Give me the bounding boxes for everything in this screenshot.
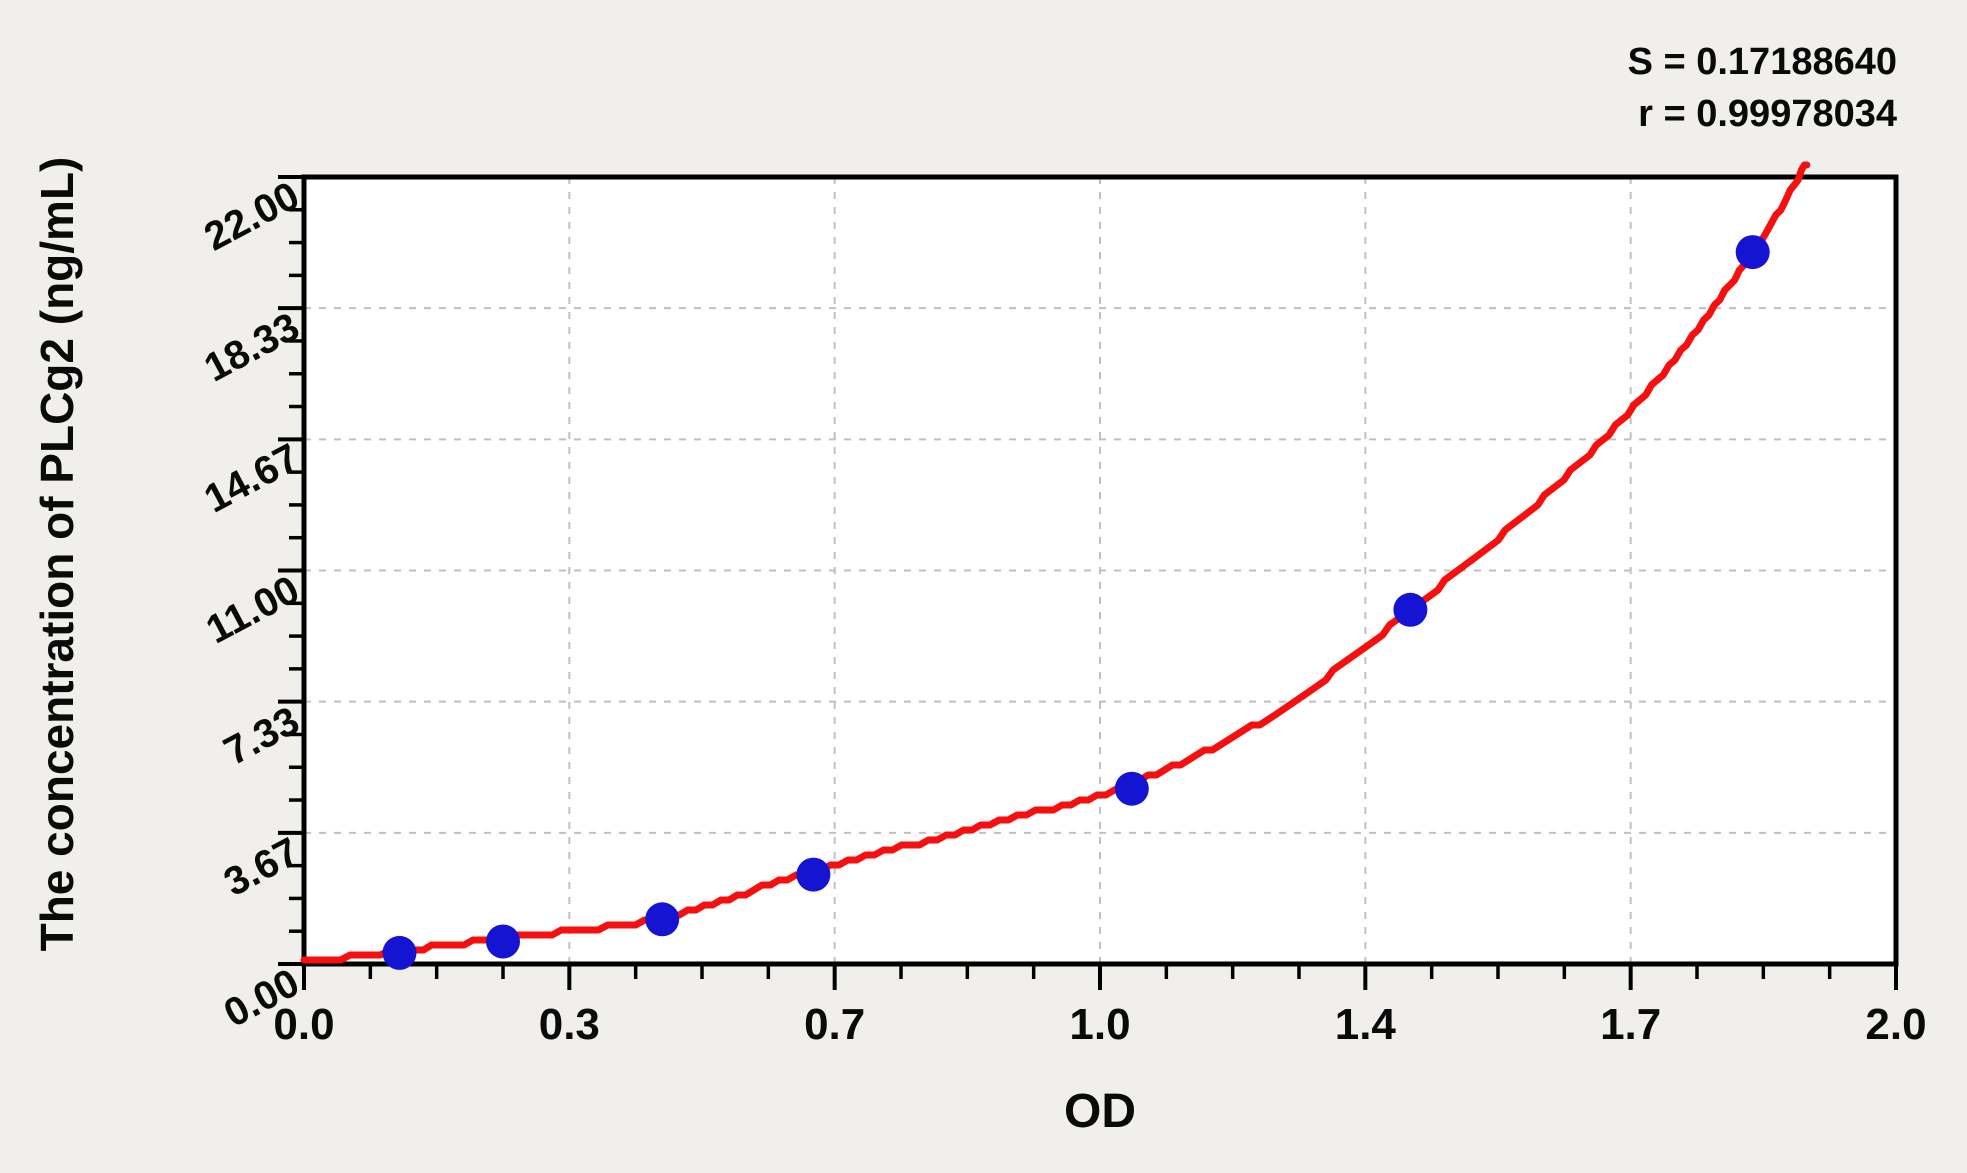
- data-point: [1735, 235, 1770, 270]
- data-point: [382, 935, 417, 970]
- data-point: [796, 857, 831, 892]
- data-point: [486, 924, 520, 959]
- x-tick-label: 0.3: [538, 1000, 600, 1049]
- y-axis-title: The concentration of PLCg2 (ng/mL): [31, 156, 83, 952]
- x-tick-label: 2.0: [1865, 1000, 1927, 1049]
- plot-border: [301, 174, 1899, 967]
- data-point: [645, 902, 680, 937]
- x-tick-label: 1.7: [1600, 1000, 1662, 1049]
- x-tick-label: 0.7: [804, 1000, 866, 1049]
- x-tick-label: 0.0: [273, 1000, 335, 1049]
- r-value-text: r = 0.99978034: [1638, 93, 1897, 135]
- fitted-curve: [300, 161, 1811, 964]
- x-tick-label: 1.0: [1069, 1000, 1131, 1049]
- data-point: [1114, 771, 1149, 806]
- data-point: [1393, 592, 1428, 627]
- x-tick-label: 1.4: [1334, 1000, 1396, 1049]
- s-value-text: S = 0.17188640: [1627, 41, 1897, 83]
- x-axis-title: OD: [1064, 1085, 1136, 1138]
- curve-statistics: S = 0.17188640 r = 0.99978034: [1628, 36, 1897, 140]
